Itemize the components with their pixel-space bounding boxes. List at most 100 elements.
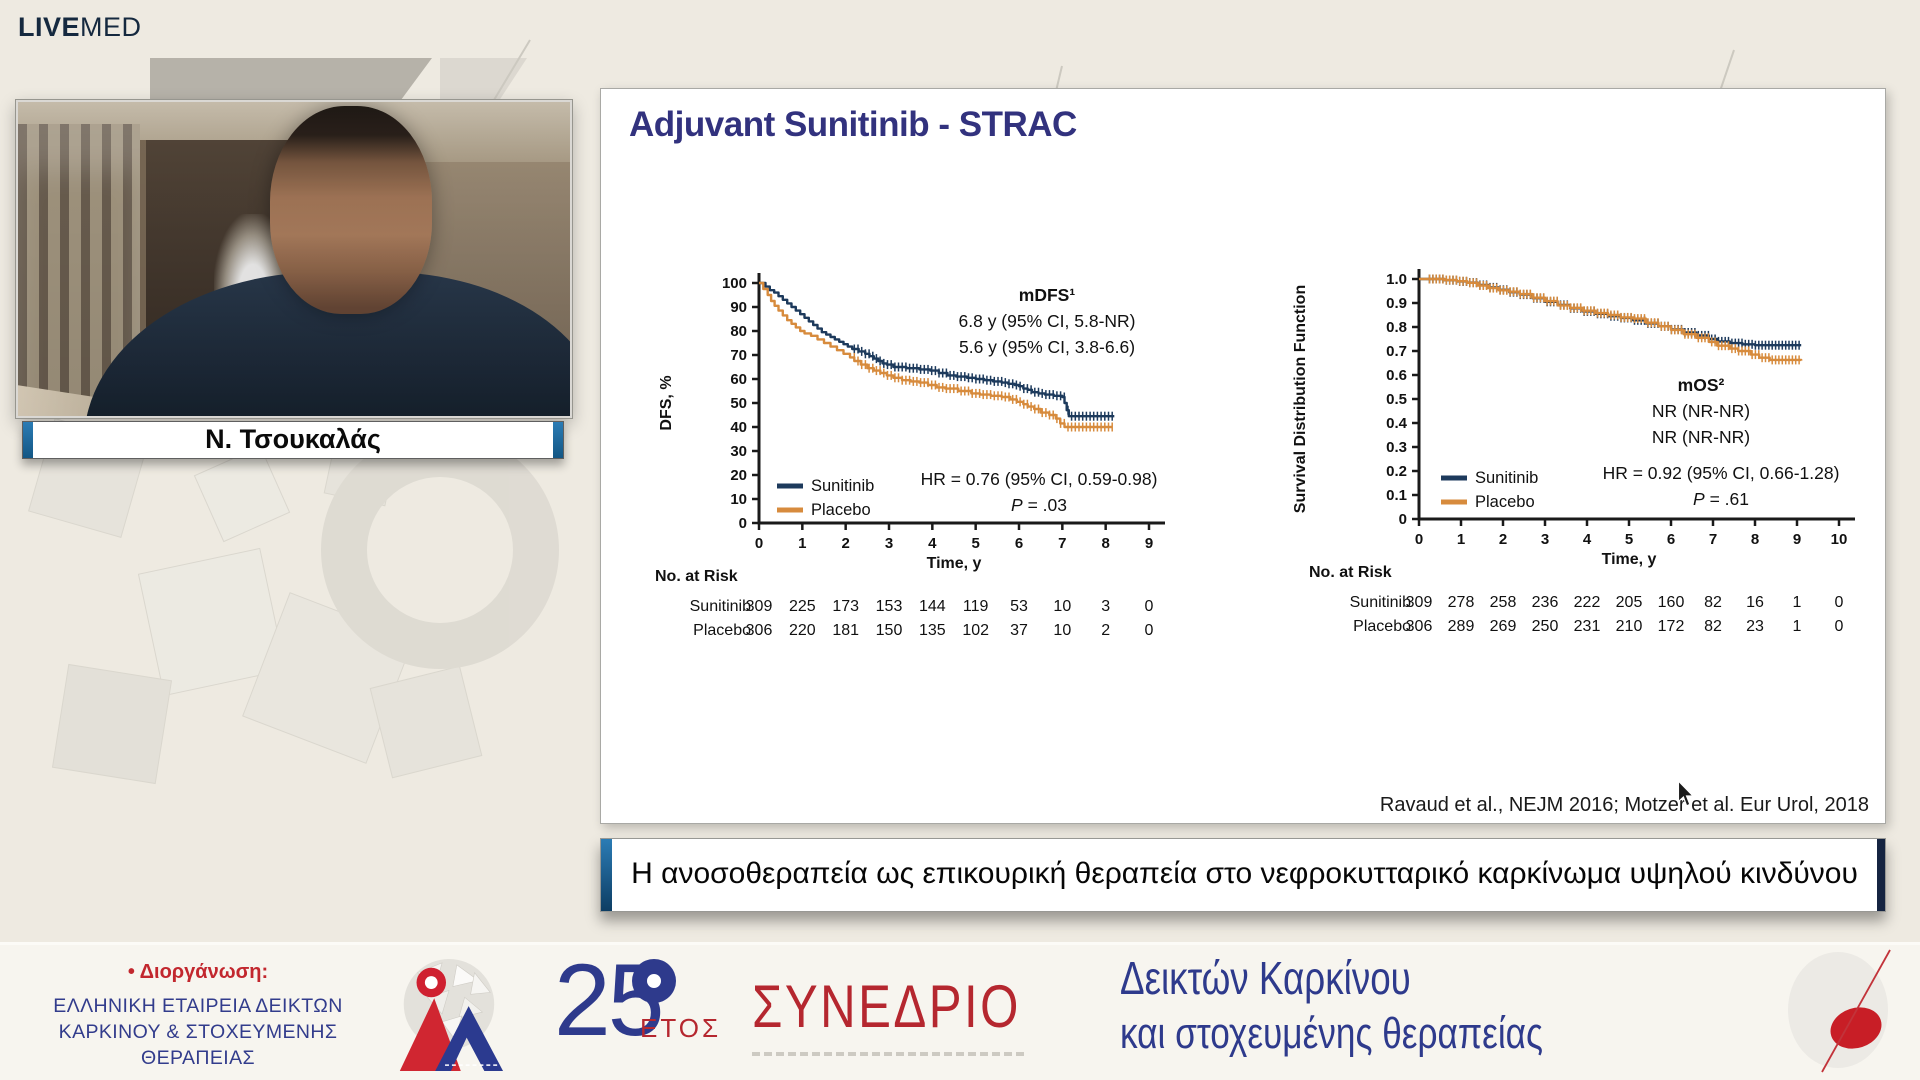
svg-text:0: 0 bbox=[1399, 511, 1407, 528]
svg-text:0.1: 0.1 bbox=[1386, 487, 1407, 504]
svg-text:P = .03: P = .03 bbox=[1011, 495, 1067, 515]
svg-text:90: 90 bbox=[730, 299, 747, 316]
lecture-title: Η ανοσοθεραπεία ως επικουρική θεραπεία σ… bbox=[631, 857, 1858, 890]
svg-text:82: 82 bbox=[1704, 618, 1722, 635]
svg-text:7: 7 bbox=[1709, 531, 1717, 548]
svg-text:0.6: 0.6 bbox=[1386, 367, 1407, 384]
svg-text:1: 1 bbox=[798, 535, 806, 552]
congress-title: Δεικτών Καρκίνου και στοχευμένης θεραπεί… bbox=[1120, 950, 1543, 1062]
svg-text:160: 160 bbox=[1658, 594, 1685, 611]
webcam-video bbox=[15, 99, 573, 419]
svg-text:289: 289 bbox=[1448, 618, 1475, 635]
livemed-logo-med: MED bbox=[80, 12, 142, 42]
svg-text:23: 23 bbox=[1746, 618, 1764, 635]
svg-text:20: 20 bbox=[730, 467, 747, 484]
anniversary-mark: 25 ΕΤΟΣ bbox=[548, 949, 758, 1080]
svg-text:6: 6 bbox=[1015, 535, 1023, 552]
svg-text:Time, y: Time, y bbox=[927, 555, 982, 572]
svg-text:1: 1 bbox=[1457, 531, 1465, 548]
svg-text:10: 10 bbox=[1053, 598, 1071, 615]
dashed-divider bbox=[752, 1052, 1024, 1056]
svg-text:30: 30 bbox=[730, 443, 747, 460]
svg-text:8: 8 bbox=[1101, 535, 1109, 552]
svg-text:269: 269 bbox=[1490, 618, 1517, 635]
svg-text:HR = 0.92 (95% CI, 0.66-1.28): HR = 0.92 (95% CI, 0.66-1.28) bbox=[1603, 463, 1840, 483]
svg-text:Sunitinib: Sunitinib bbox=[1350, 594, 1411, 611]
svg-text:60: 60 bbox=[730, 371, 747, 388]
svg-text:210: 210 bbox=[1616, 618, 1643, 635]
svg-text:0.4: 0.4 bbox=[1386, 415, 1408, 432]
svg-text:1.0: 1.0 bbox=[1386, 271, 1407, 288]
svg-text:Time, y: Time, y bbox=[1602, 551, 1657, 568]
svg-text:236: 236 bbox=[1532, 594, 1559, 611]
svg-text:Sunitinib: Sunitinib bbox=[811, 477, 874, 495]
svg-text:0: 0 bbox=[1835, 618, 1844, 635]
svg-text:10: 10 bbox=[1053, 622, 1071, 639]
svg-text:0: 0 bbox=[1145, 622, 1154, 639]
svg-text:3: 3 bbox=[885, 535, 893, 552]
svg-text:0.9: 0.9 bbox=[1386, 295, 1407, 312]
svg-text:0: 0 bbox=[755, 535, 763, 552]
svg-text:9: 9 bbox=[1793, 531, 1801, 548]
svg-text:Placebo: Placebo bbox=[811, 501, 871, 519]
svg-text:2: 2 bbox=[1101, 622, 1110, 639]
svg-text:5: 5 bbox=[971, 535, 979, 552]
organizer-line: ΘΕΡΑΠΕΙΑΣ bbox=[141, 1047, 255, 1069]
banner-right-edge bbox=[1877, 839, 1885, 911]
svg-text:5: 5 bbox=[1625, 531, 1633, 548]
presentation-slide: Adjuvant Sunitinib - STRAC 0 10 20 30 40 50 60… bbox=[600, 88, 1886, 824]
svg-text:80: 80 bbox=[730, 323, 747, 340]
congress-title-line2: και στοχευμένης θεραπείας bbox=[1120, 1009, 1543, 1058]
svg-text:220: 220 bbox=[789, 622, 816, 639]
organizer-label: • Διοργάνωση: bbox=[127, 961, 269, 983]
svg-text:181: 181 bbox=[832, 622, 859, 639]
svg-text:231: 231 bbox=[1574, 618, 1601, 635]
nameplate-right-edge bbox=[553, 422, 563, 458]
svg-text:Sunitinib: Sunitinib bbox=[1475, 469, 1538, 487]
svg-text:144: 144 bbox=[919, 598, 946, 615]
svg-text:225: 225 bbox=[789, 598, 816, 615]
svg-text:9: 9 bbox=[1145, 535, 1153, 552]
svg-text:10: 10 bbox=[730, 491, 747, 508]
svg-text:70: 70 bbox=[730, 347, 747, 364]
slide-citation: Ravaud et al., NEJM 2016; Motzer et al. … bbox=[1379, 794, 1869, 816]
svg-text:No. at Risk: No. at Risk bbox=[655, 568, 738, 585]
organizer-line: ΕΛΛΗΝΙΚΗ ΕΤΑΙΡΕΙΑ ΔΕΙΚΤΩΝ bbox=[53, 995, 343, 1017]
svg-text:16: 16 bbox=[1746, 594, 1764, 611]
svg-text:Survival Distribution Function: Survival Distribution Function bbox=[1292, 285, 1309, 513]
society-logo bbox=[399, 958, 504, 1072]
congress-word: ΣΥΝΕΔΡΙΟ bbox=[752, 973, 1021, 1040]
svg-text:153: 153 bbox=[876, 598, 903, 615]
svg-text:Placebo: Placebo bbox=[1475, 493, 1535, 511]
svg-text:DFS, %: DFS, % bbox=[658, 375, 675, 430]
svg-text:6.8 y (95% CI, 5.8-NR): 6.8 y (95% CI, 5.8-NR) bbox=[959, 311, 1136, 331]
svg-text:53: 53 bbox=[1010, 598, 1028, 615]
nameplate-left-edge bbox=[23, 422, 33, 458]
svg-text:4: 4 bbox=[1583, 531, 1592, 548]
livemed-logo: LIVEMED bbox=[18, 12, 142, 43]
svg-text:100: 100 bbox=[722, 275, 747, 292]
svg-text:0.7: 0.7 bbox=[1386, 343, 1407, 360]
svg-text:5.6 y (95% CI, 3.8-6.6): 5.6 y (95% CI, 3.8-6.6) bbox=[959, 337, 1135, 357]
svg-text:2: 2 bbox=[841, 535, 849, 552]
svg-text:0: 0 bbox=[1415, 531, 1423, 548]
svg-text:10: 10 bbox=[1831, 531, 1848, 548]
svg-text:0.5: 0.5 bbox=[1386, 391, 1407, 408]
svg-text:135: 135 bbox=[919, 622, 946, 639]
congress-title-line1: Δεικτών Καρκίνου bbox=[1120, 952, 1411, 1004]
anniversary-circle-icon bbox=[632, 959, 676, 1003]
svg-text:278: 278 bbox=[1448, 594, 1475, 611]
speaker-nameplate: Ν. Τσουκαλάς bbox=[22, 421, 564, 459]
svg-text:0: 0 bbox=[1835, 594, 1844, 611]
livemed-logo-live: LIVE bbox=[18, 12, 81, 42]
svg-text:37: 37 bbox=[1010, 622, 1028, 639]
svg-text:50: 50 bbox=[730, 395, 747, 412]
svg-text:309: 309 bbox=[746, 598, 773, 615]
svg-text:1: 1 bbox=[1793, 618, 1802, 635]
conference-footer: • Διοργάνωση: ΕΛΛΗΝΙΚΗ ΕΤΑΙΡΕΙΑ ΔΕΙΚΤΩΝ … bbox=[0, 942, 1920, 1080]
svg-text:mOS²: mOS² bbox=[1678, 375, 1725, 395]
svg-text:306: 306 bbox=[746, 622, 773, 639]
os-kaplan-meier-chart: 0 0.1 0.2 0.3 0.4 0.5 0.6 0.7 0.8 0.9 1.0 0 1 2 3 4 5 6 7 8… bbox=[1269, 257, 1869, 647]
svg-text:NR (NR-NR): NR (NR-NR) bbox=[1652, 427, 1750, 447]
